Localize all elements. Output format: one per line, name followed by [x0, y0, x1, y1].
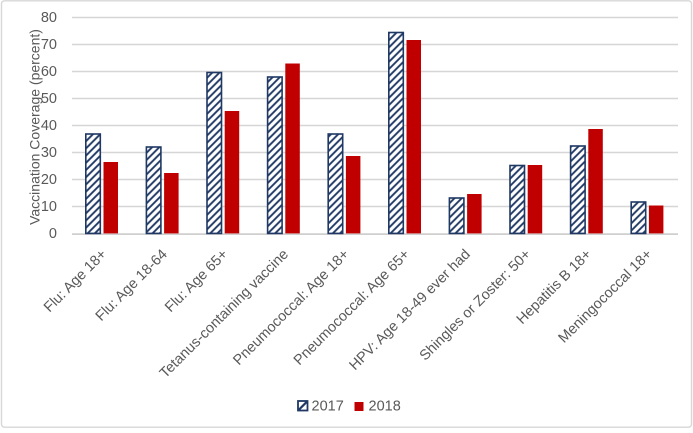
svg-text:10: 10: [41, 199, 57, 215]
svg-text:2018: 2018: [369, 399, 401, 415]
svg-text:Vaccination Coverage (percent): Vaccination Coverage (percent): [27, 29, 43, 225]
svg-text:50: 50: [41, 91, 57, 107]
svg-text:2017: 2017: [312, 399, 344, 415]
svg-text:20: 20: [41, 172, 57, 188]
svg-text:60: 60: [41, 64, 57, 80]
svg-text:70: 70: [41, 37, 57, 53]
svg-text:40: 40: [41, 118, 57, 134]
svg-text:30: 30: [41, 145, 57, 161]
svg-text:0: 0: [49, 226, 57, 242]
svg-text:80: 80: [41, 10, 57, 26]
